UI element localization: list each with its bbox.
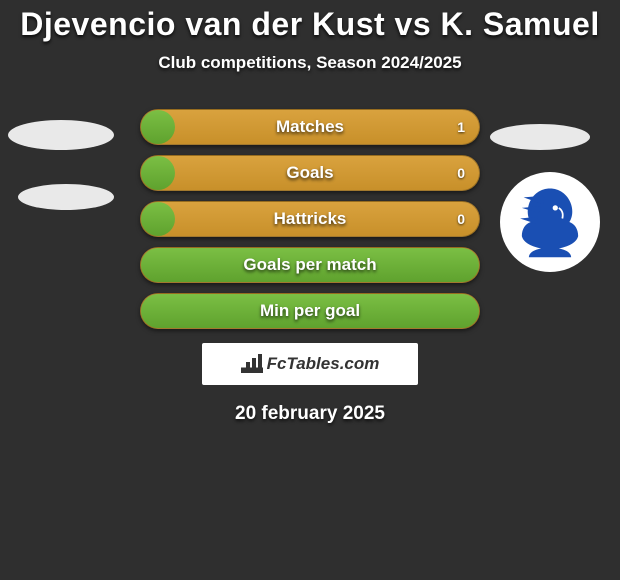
stat-row: Hattricks 0 [140,201,480,237]
ellipse-shape [8,120,114,150]
player-left-placeholder [8,120,114,210]
stat-row: Goals 0 [140,155,480,191]
date-text: 20 february 2025 [0,403,620,425]
bar-chart-icon [241,355,263,373]
club-logo-icon [506,178,594,266]
stat-row: Min per goal [140,293,480,329]
stat-right-value: 0 [457,211,465,227]
stat-label: Min per goal [141,301,479,321]
stat-right-value: 0 [457,165,465,181]
stat-label: Goals per match [141,255,479,275]
stat-row: Goals per match [140,247,480,283]
ellipse-shape [490,124,590,150]
stat-label: Hattricks [141,209,479,229]
ellipse-shape [18,184,114,210]
site-logo-text: FcTables.com [267,354,380,374]
site-logo[interactable]: FcTables.com [202,343,418,385]
club-badge-right [500,172,600,272]
comparison-title: Djevencio van der Kust vs K. Samuel [0,0,620,43]
comparison-subtitle: Club competitions, Season 2024/2025 [0,53,620,73]
stat-label: Goals [141,163,479,183]
stat-label: Matches [141,117,479,137]
stat-row: Matches 1 [140,109,480,145]
stat-right-value: 1 [457,119,465,135]
